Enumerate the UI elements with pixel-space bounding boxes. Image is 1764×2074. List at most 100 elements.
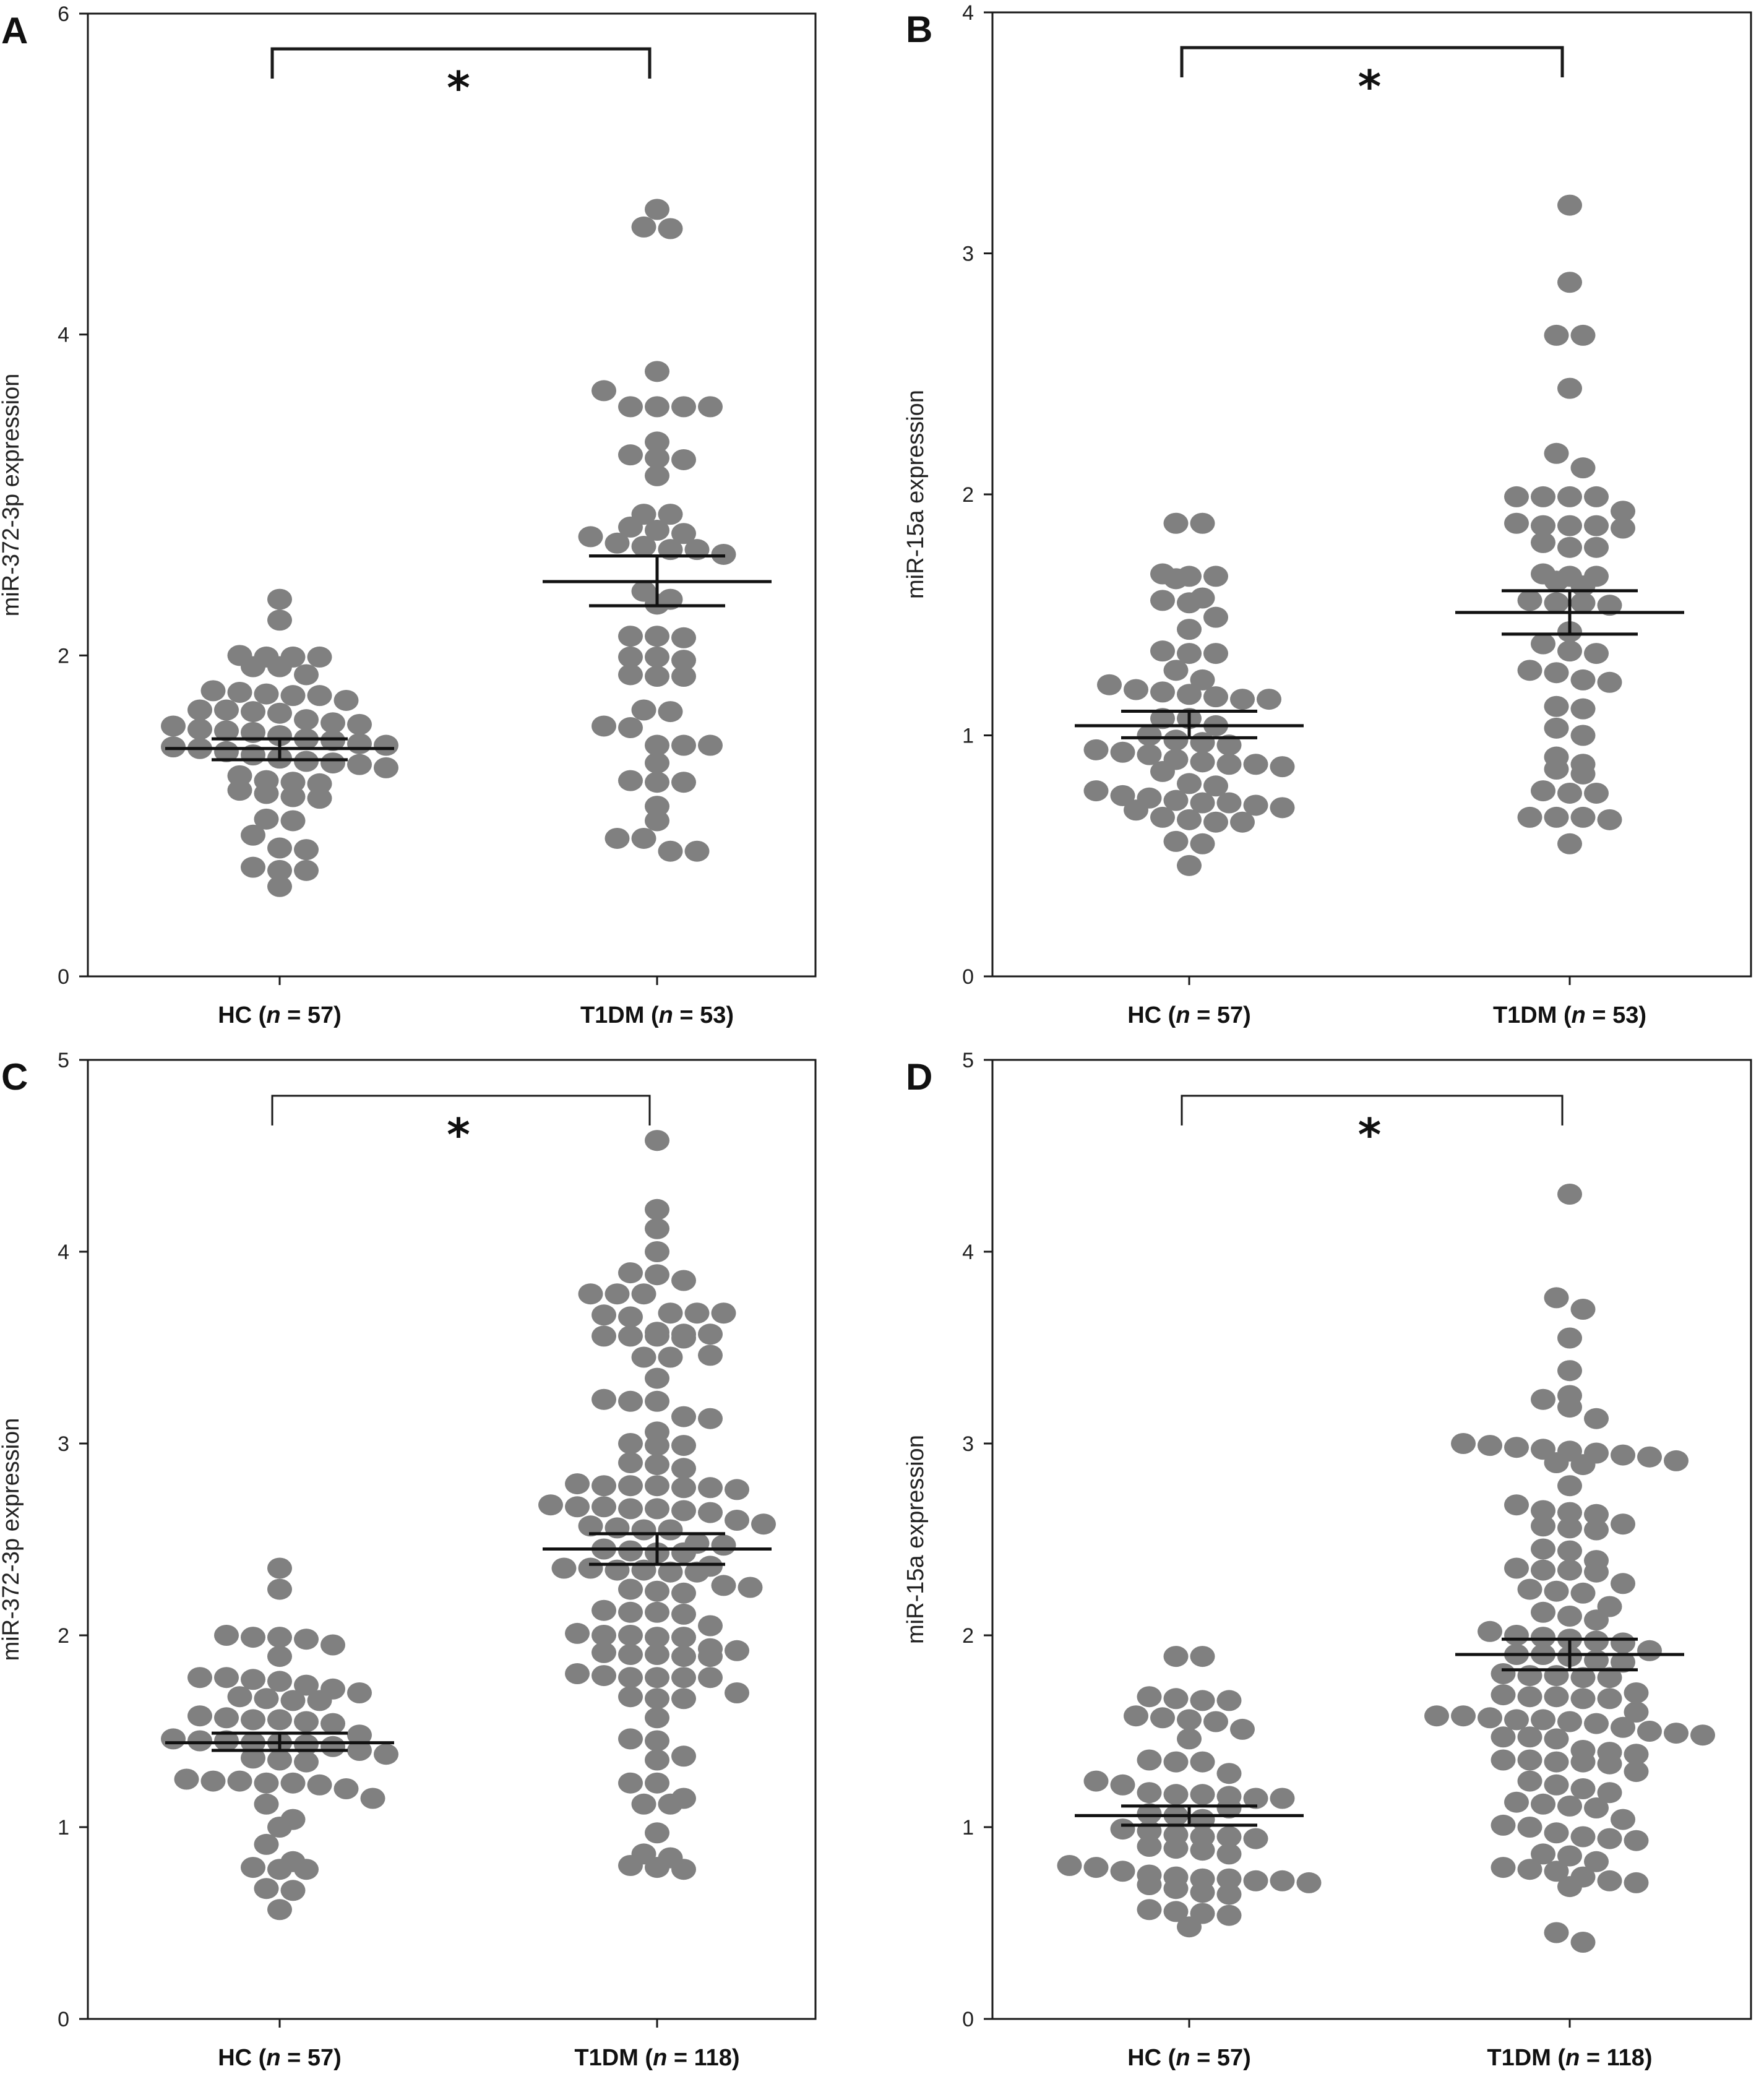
data-point: [1570, 1826, 1596, 1848]
data-point: [1177, 1728, 1202, 1750]
data-point: [645, 772, 669, 793]
data-point: [227, 1770, 252, 1792]
data-point: [1557, 1502, 1582, 1523]
data-point: [267, 656, 292, 678]
data-point: [1544, 806, 1569, 828]
data-point: [294, 664, 319, 686]
data-point: [347, 754, 372, 775]
data-point: [1517, 660, 1542, 681]
data-point: [1637, 1721, 1662, 1742]
data-point: [1557, 1845, 1582, 1867]
data-point: [592, 1325, 616, 1347]
data-point: [374, 757, 398, 778]
data-point: [294, 859, 319, 881]
data-point: [1557, 640, 1582, 662]
data-point: [645, 1857, 669, 1878]
data-point: [631, 699, 656, 721]
label-suffix: = 57): [1190, 2045, 1251, 2071]
data-point: [631, 216, 656, 238]
data-point: [1177, 773, 1202, 794]
data-point: [671, 666, 696, 687]
data-point: [1504, 512, 1529, 534]
data-point: [1637, 1640, 1662, 1661]
data-point: [1624, 1761, 1649, 1783]
data-point: [214, 1730, 239, 1752]
data-point: [187, 699, 212, 721]
data-point: [1491, 1684, 1516, 1706]
data-point: [1544, 1580, 1569, 1602]
data-point: [618, 1475, 643, 1497]
data-point: [671, 1745, 696, 1767]
data-point: [1597, 809, 1622, 830]
data-point: [1544, 695, 1569, 717]
data-point: [618, 1625, 643, 1646]
data-point: [307, 646, 332, 668]
data-point: [1637, 1446, 1662, 1468]
data-point: [1584, 782, 1609, 804]
data-point: [1243, 754, 1268, 775]
data-point: [645, 1264, 669, 1286]
data-point: [254, 1688, 279, 1710]
data-point: [645, 734, 669, 756]
y-tick-label: 3: [962, 1432, 974, 1456]
data-point: [1544, 759, 1569, 780]
data-point: [307, 1774, 332, 1796]
data-point: [538, 1494, 563, 1516]
data-point: [1190, 1646, 1215, 1667]
data-point: [1544, 1665, 1569, 1687]
data-point: [671, 627, 696, 648]
data-point: [671, 1327, 696, 1349]
data-point: [1097, 674, 1122, 695]
data-point: [1611, 1716, 1635, 1738]
data-point: [1597, 1870, 1622, 1891]
data-point: [1557, 1606, 1582, 1627]
data-point: [645, 1198, 669, 1220]
group-hc: HC (n = 57): [1075, 512, 1304, 1028]
data-point: [1504, 1557, 1529, 1579]
data-point: [1491, 1857, 1516, 1878]
data-point: [565, 1473, 590, 1495]
data-point: [1570, 1454, 1596, 1476]
data-point: [360, 1788, 385, 1809]
data-point: [1491, 1814, 1516, 1836]
data-point: [1531, 1793, 1555, 1815]
data-point: [1531, 1559, 1555, 1581]
y-tick-label: 0: [58, 2008, 69, 2031]
y-tick-label: 2: [962, 483, 974, 507]
data-point: [1203, 606, 1228, 628]
data-point: [1517, 1726, 1542, 1748]
data-point: [1203, 811, 1228, 833]
data-point: [1203, 775, 1228, 797]
y-tick-label: 3: [962, 243, 974, 266]
data-point: [1203, 686, 1228, 708]
data-point: [1137, 1749, 1162, 1771]
data-point: [1177, 854, 1202, 876]
data-point: [1243, 1828, 1268, 1849]
label-suffix: = 57): [281, 2045, 342, 2071]
data-point: [645, 1644, 669, 1665]
data-point: [241, 701, 265, 723]
data-point: [1177, 1709, 1202, 1731]
label-suffix: = 53): [673, 1002, 734, 1028]
y-tick-label: 2: [962, 1624, 974, 1648]
data-point: [671, 1270, 696, 1291]
data-point: [1190, 1784, 1215, 1805]
data-point: [1163, 1784, 1189, 1805]
data-point: [1517, 1817, 1542, 1838]
data-point: [227, 681, 252, 703]
data-point: [1557, 486, 1582, 507]
data-point: [294, 709, 319, 731]
data-point: [307, 1690, 332, 1711]
data-point: [1163, 830, 1189, 852]
data-point: [592, 1475, 616, 1497]
data-point: [1570, 324, 1596, 346]
data-point: [1190, 833, 1215, 854]
data-point: [1557, 1184, 1582, 1205]
data-point: [1517, 590, 1542, 611]
data-point: [1216, 754, 1242, 775]
data-point: [1557, 1396, 1582, 1418]
data-point: [254, 783, 279, 804]
data-point: [307, 773, 332, 794]
data-point: [578, 1557, 603, 1579]
